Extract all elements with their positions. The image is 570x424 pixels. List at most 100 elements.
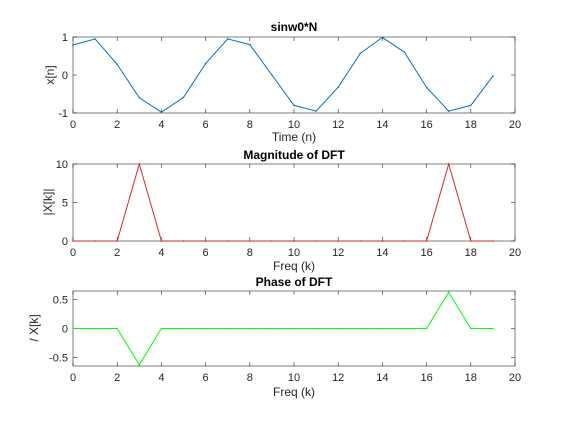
y-axis-label: x[n] bbox=[43, 65, 57, 84]
x-tick-label: 6 bbox=[203, 119, 209, 131]
data-point bbox=[160, 111, 163, 114]
data-point bbox=[337, 86, 340, 88]
data-point bbox=[204, 240, 207, 242]
data-point bbox=[403, 240, 406, 242]
data-point bbox=[72, 240, 74, 242]
plot-area: 0 2 4 6 8 10 12 14 16 18 20-0.500.5 bbox=[49, 290, 521, 384]
x-tick-label: 16 bbox=[420, 372, 432, 384]
data-point bbox=[425, 240, 428, 242]
data-point bbox=[425, 86, 428, 89]
data-point bbox=[271, 74, 273, 76]
x-tick-label: 2 bbox=[114, 247, 120, 259]
x-tick-label: 14 bbox=[376, 372, 388, 384]
x-tick-label: 20 bbox=[509, 119, 521, 131]
data-point bbox=[381, 240, 384, 242]
data-point bbox=[293, 327, 295, 330]
x-tick-label: 2 bbox=[114, 372, 120, 384]
y-tick-label: 0.5 bbox=[53, 295, 68, 307]
y-tick-label: 5 bbox=[62, 198, 68, 210]
x-tick-label: 10 bbox=[288, 119, 300, 131]
x-tick-label: 0 bbox=[70, 247, 76, 259]
data-point bbox=[160, 327, 163, 330]
data-point bbox=[492, 75, 494, 77]
data-point bbox=[116, 63, 118, 66]
data-point bbox=[381, 327, 384, 330]
x-axis-label: Freq (k) bbox=[273, 259, 315, 273]
x-tick-label: 12 bbox=[332, 372, 344, 384]
data-point bbox=[116, 240, 118, 242]
x-tick-label: 0 bbox=[70, 372, 76, 384]
x-axis-label: Time (n) bbox=[272, 130, 316, 144]
data-point bbox=[138, 97, 141, 99]
data-point bbox=[315, 110, 317, 112]
y-axis-label: / X[k] bbox=[27, 314, 41, 341]
data-point bbox=[72, 327, 74, 330]
data-point bbox=[249, 327, 251, 330]
x-tick-label: 10 bbox=[288, 372, 300, 384]
x-tick-label: 12 bbox=[332, 247, 344, 259]
x-tick-label: 18 bbox=[465, 372, 477, 384]
chart-title: sinw0*N bbox=[271, 20, 318, 34]
plot-area: 0 2 4 6 8 10 12 14 16 18 20-101 bbox=[58, 32, 521, 131]
data-point bbox=[94, 240, 96, 242]
series-line bbox=[73, 162, 493, 242]
y-axis-label: |X[k]| bbox=[41, 189, 55, 216]
series-line bbox=[73, 291, 493, 366]
x-tick-label: 12 bbox=[332, 119, 344, 131]
chart-title: Phase of DFT bbox=[256, 275, 333, 289]
data-point bbox=[249, 240, 251, 242]
data-point bbox=[182, 96, 185, 99]
data-point bbox=[138, 163, 141, 165]
data-point bbox=[182, 327, 185, 330]
x-tick-label: 4 bbox=[158, 372, 164, 384]
data-point bbox=[138, 364, 141, 366]
x-axis-label: Freq (k) bbox=[273, 385, 315, 399]
x-tick-label: 4 bbox=[158, 247, 164, 259]
data-point bbox=[72, 44, 74, 46]
data-point bbox=[447, 110, 450, 112]
x-tick-label: 2 bbox=[114, 119, 120, 131]
data-point bbox=[381, 36, 384, 39]
data-point bbox=[447, 163, 450, 165]
data-point bbox=[160, 240, 163, 242]
x-tick-label: 14 bbox=[376, 119, 388, 131]
y-tick-label: -0.5 bbox=[49, 352, 68, 364]
data-point bbox=[425, 327, 428, 330]
data-point bbox=[226, 38, 229, 40]
x-tick-label: 18 bbox=[465, 247, 477, 259]
data-point bbox=[470, 327, 472, 330]
x-tick-label: 14 bbox=[376, 247, 388, 259]
y-tick-label: 0 bbox=[62, 236, 68, 248]
data-point bbox=[271, 240, 273, 242]
subplot-magnitude: Magnitude of DFT Freq (k) |X[k]| 0 2 4 6 8 10… bbox=[41, 148, 521, 273]
data-point bbox=[249, 43, 251, 46]
data-point bbox=[492, 327, 494, 330]
x-tick-label: 16 bbox=[420, 247, 432, 259]
data-point bbox=[226, 327, 229, 330]
x-tick-label: 20 bbox=[509, 372, 521, 384]
data-point bbox=[492, 240, 494, 242]
data-point bbox=[293, 104, 295, 107]
x-tick-label: 0 bbox=[70, 119, 76, 131]
data-point bbox=[359, 52, 362, 55]
series-line bbox=[72, 36, 494, 113]
data-point bbox=[293, 240, 295, 242]
data-point bbox=[359, 327, 362, 330]
axes-box bbox=[72, 163, 516, 242]
data-point bbox=[403, 51, 406, 53]
y-tick-label: 0 bbox=[62, 324, 68, 336]
x-tick-label: 6 bbox=[203, 372, 209, 384]
data-point bbox=[94, 327, 96, 330]
y-tick-label: -1 bbox=[58, 108, 68, 120]
axes-box bbox=[72, 36, 516, 114]
subplot-phase: Phase of DFT Freq (k) / X[k] 0 2 4 6 8 10 12 14… bbox=[27, 275, 521, 399]
data-point bbox=[271, 327, 273, 330]
data-point bbox=[315, 240, 317, 242]
x-tick-label: 18 bbox=[465, 119, 477, 131]
data-point bbox=[182, 240, 185, 242]
data-point bbox=[116, 327, 118, 330]
plot-area: 0 2 4 6 8 10 12 14 16 18 20 0 5 10 bbox=[56, 159, 521, 259]
data-point bbox=[226, 240, 229, 242]
x-tick-label: 6 bbox=[203, 247, 209, 259]
